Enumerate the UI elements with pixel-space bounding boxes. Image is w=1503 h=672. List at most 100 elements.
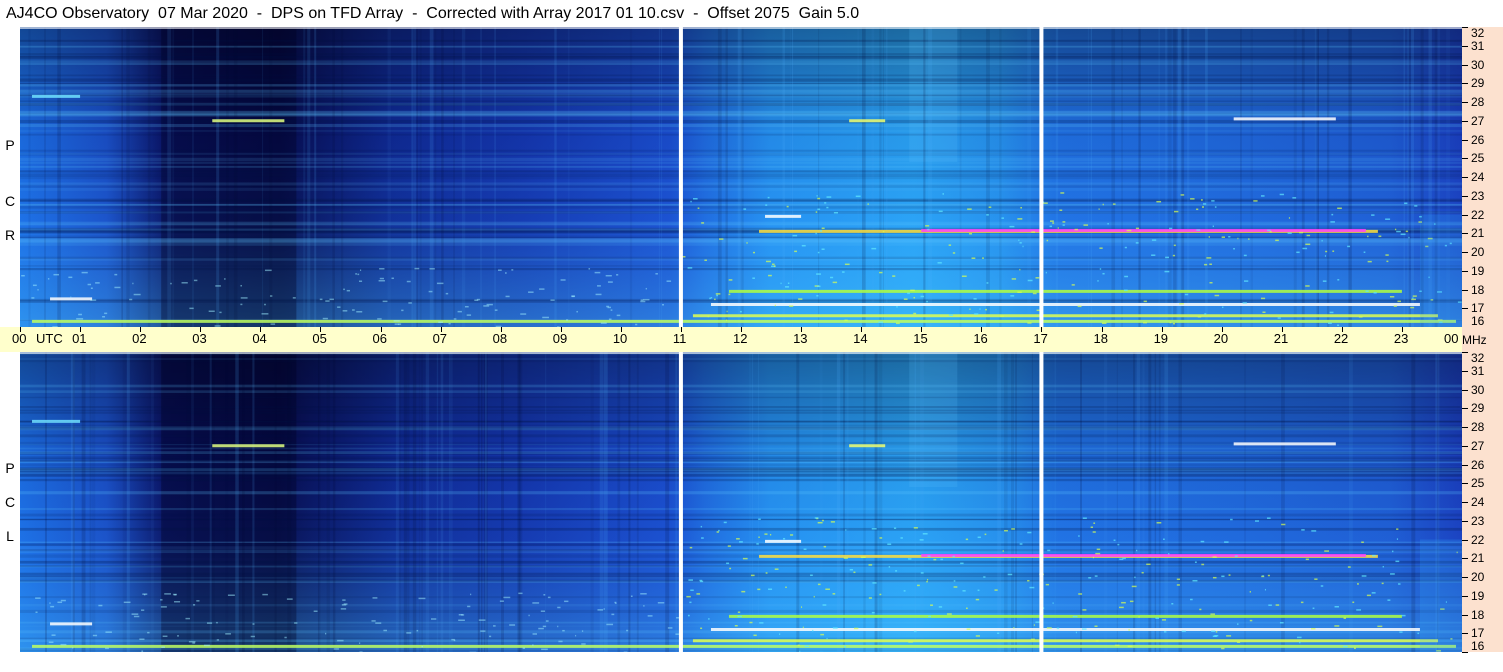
utc-tick (140, 327, 141, 332)
lcp-utc-marker (1039, 352, 1044, 652)
utc-tick (741, 327, 742, 332)
lcp-mhz-tick (1462, 427, 1468, 428)
rcp-mhz-tick (1462, 120, 1468, 122)
rcp-mhz-tick (1462, 289, 1468, 291)
utc-tick-label: 01 (72, 331, 87, 346)
rcp-mhz-label: 16 (1471, 314, 1485, 328)
rcp-label-letter: C (4, 193, 16, 209)
rcp-label-strip: P C R (0, 27, 20, 327)
lcp-mhz-label: 16 (1471, 639, 1485, 653)
rcp-mhz-axis: 16 17 18 19 20 21 22 23 24 25 26 27 28 29 30 31 32 (1462, 27, 1503, 328)
utc-tick-label: 08 (492, 331, 508, 346)
utc-tick (200, 327, 201, 332)
rcp-mhz-label: 31 (1471, 38, 1485, 53)
lcp-mhz-tick (1462, 652, 1468, 653)
rcp-spectrogram (20, 27, 1462, 327)
lcp-spectrogram (20, 352, 1462, 652)
utc-tick-label: 20 (1213, 331, 1229, 346)
chart-title: AJ4CO Observatory 07 Mar 2020 - DPS on T… (0, 0, 1462, 27)
lcp-mhz-label: 20 (1471, 570, 1485, 584)
utc-tick-label: 18 (1093, 331, 1108, 346)
utc-tick (861, 327, 862, 332)
lcp-mhz-label: 28 (1471, 420, 1485, 434)
rcp-mhz-tick (1462, 102, 1468, 103)
rcp-heatmap-svg (20, 27, 1462, 327)
utc-axis-label: UTC (36, 331, 63, 346)
rcp-utc-marker (1039, 27, 1044, 327)
lcp-mhz-tick (1462, 408, 1468, 410)
lcp-mhz-tick (1462, 464, 1468, 466)
lcp-label-letter: P (5, 460, 15, 476)
rcp-mhz-tick (1462, 27, 1468, 28)
utc-tick-label: 15 (913, 331, 928, 346)
lcp-mhz-tick (1462, 520, 1468, 522)
utc-tick-label: 23 (1393, 331, 1409, 346)
utc-tick-label: 14 (853, 331, 868, 346)
utc-tick (1342, 327, 1343, 332)
lcp-mhz-label: 23 (1471, 513, 1485, 528)
utc-tick (1282, 327, 1283, 332)
rcp-mhz-tick (1462, 308, 1468, 310)
lcp-mhz-label: 27 (1471, 438, 1485, 453)
rcp-utc-marker (678, 27, 683, 327)
utc-tick (260, 327, 261, 332)
lcp-mhz-tick (1462, 352, 1468, 353)
lcp-mhz-tick (1462, 633, 1468, 635)
utc-tick (621, 327, 622, 332)
utc-tick (320, 327, 321, 332)
utc-tick-label: 07 (432, 331, 448, 346)
rcp-mhz-label: 25 (1471, 151, 1485, 166)
lcp-mhz-label: 18 (1471, 607, 1485, 622)
rcp-mhz-label: 18 (1471, 282, 1485, 297)
lcp-utc-marker (678, 352, 683, 652)
rcp-mhz-tick (1462, 270, 1468, 272)
utc-tick (801, 327, 802, 332)
rcp-mhz-tick (1462, 64, 1468, 66)
lcp-label-strip: P C L (0, 352, 20, 672)
rcp-mhz-tick (1462, 214, 1468, 216)
rcp-mhz-tick (1462, 45, 1468, 47)
utc-tick-label: 22 (1333, 331, 1349, 346)
utc-tick (921, 327, 922, 332)
rcp-label-letter: R (4, 227, 16, 243)
utc-tick-label: 02 (132, 331, 147, 346)
lcp-mhz-tick (1462, 370, 1468, 372)
utc-tick (1222, 327, 1223, 332)
mhz-axis-corner (1462, 327, 1503, 352)
utc-tick (1162, 327, 1163, 332)
utc-tick (441, 327, 442, 332)
mhz-unit-label: MHz (1462, 333, 1487, 347)
lcp-mhz-tick (1462, 483, 1468, 485)
rcp-mhz-tick (1462, 83, 1468, 85)
lcp-mhz-tick (1462, 614, 1468, 616)
utc-tick-label: 06 (372, 331, 387, 346)
utc-tick-label: 10 (612, 331, 628, 346)
lcp-mhz-label: 29 (1471, 401, 1485, 416)
lcp-mhz-label: 21 (1471, 551, 1485, 566)
utc-tick-label: 03 (192, 331, 207, 346)
lcp-label-letter: L (6, 528, 14, 544)
rcp-mhz-label: 22 (1471, 207, 1485, 222)
lcp-mhz-tick (1462, 445, 1468, 447)
lcp-label-letter: C (4, 494, 16, 510)
lcp-mhz-label: 31 (1471, 363, 1485, 378)
utc-tick-label: 11 (672, 331, 687, 346)
rcp-mhz-tick (1462, 177, 1468, 178)
lcp-heatmap-svg (20, 352, 1462, 652)
utc-tick (561, 327, 562, 332)
rcp-mhz-label: 23 (1471, 188, 1485, 203)
utc-tick-label: 12 (733, 331, 748, 346)
utc-tick-label: 13 (793, 331, 808, 346)
utc-tick (20, 327, 21, 332)
rcp-mhz-label: 17 (1471, 301, 1485, 316)
rcp-mhz-tick (1462, 233, 1468, 235)
utc-tick-label: 16 (973, 331, 988, 346)
utc-tick-label: 00 (1444, 331, 1459, 346)
utc-axis: 00 01 02 03 04 05 06 07 08 09 10 11 12 13 14 15 16 17 18 19… (0, 327, 1463, 352)
rcp-mhz-tick (1462, 139, 1468, 141)
rcp-mhz-tick (1462, 158, 1468, 160)
utc-tick (381, 327, 382, 332)
utc-tick-label: 19 (1153, 331, 1169, 346)
lcp-mhz-tick (1462, 389, 1468, 391)
lcp-mhz-label: 22 (1471, 532, 1485, 547)
